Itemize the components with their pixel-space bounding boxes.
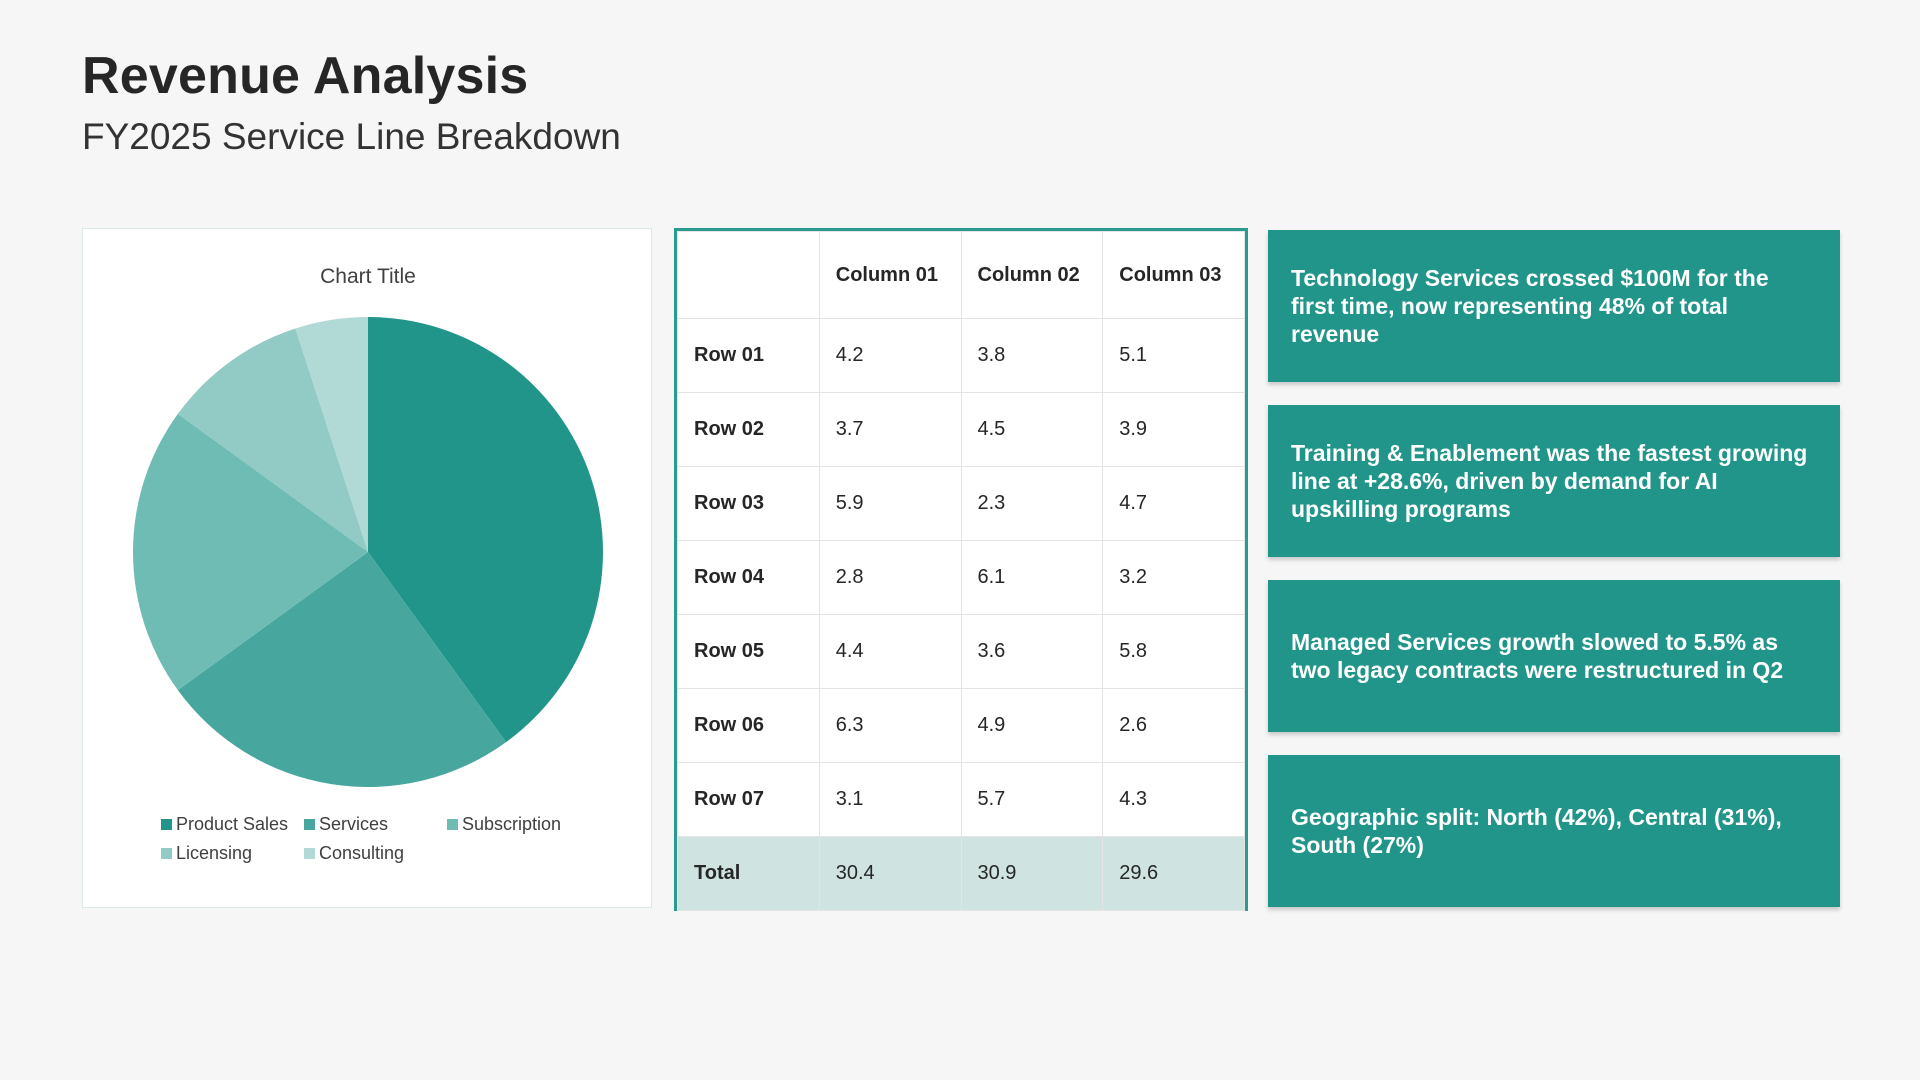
insight-card: Technology Services crossed $100M for th… bbox=[1268, 230, 1840, 382]
table-cell: 3.1 bbox=[818, 762, 962, 837]
row-label: Row 02 bbox=[677, 392, 820, 467]
table-header-cell bbox=[677, 231, 820, 319]
chart-title: Chart Title bbox=[320, 265, 416, 288]
table-cell: 4.5 bbox=[960, 392, 1104, 467]
table-header-row: Column 01 Column 02 Column 03 bbox=[677, 231, 1245, 319]
legend-label: Consulting bbox=[319, 843, 405, 863]
row-label: Row 07 bbox=[677, 762, 820, 837]
table-header-cell: Column 02 bbox=[960, 231, 1104, 319]
pie-slice-subscription bbox=[132, 413, 368, 691]
pie-chart-panel: Chart Title Product Sales Services Subscri… bbox=[82, 228, 652, 908]
chart-legend: Product Sales Services Subscription Licensi… bbox=[161, 814, 601, 864]
table-cell: 3.2 bbox=[1102, 540, 1245, 615]
table-row: Row 06 6.3 4.9 2.6 bbox=[677, 688, 1245, 763]
table-cell: 6.1 bbox=[960, 540, 1104, 615]
table-header-cell: Column 03 bbox=[1102, 231, 1245, 319]
legend-item: Licensing bbox=[161, 843, 304, 864]
insights-panel: Technology Services crossed $100M for th… bbox=[1268, 230, 1840, 930]
pie-slice-product-sales bbox=[368, 317, 603, 743]
insight-card: Geographic split: North (42%), Central (… bbox=[1268, 755, 1840, 907]
table-row: Row 03 5.9 2.3 4.7 bbox=[677, 466, 1245, 541]
insight-card: Training & Enablement was the fastest gr… bbox=[1268, 405, 1840, 557]
table-row: Row 05 4.4 3.6 5.8 bbox=[677, 614, 1245, 689]
table-cell: 3.6 bbox=[960, 614, 1104, 689]
legend-swatch bbox=[161, 848, 172, 859]
table-cell: 4.9 bbox=[960, 688, 1104, 763]
table-row: Row 07 3.1 5.7 4.3 bbox=[677, 762, 1245, 837]
table-header-cell: Column 01 bbox=[818, 231, 962, 319]
total-cell: 30.4 bbox=[818, 836, 962, 911]
row-label: Row 01 bbox=[677, 318, 820, 393]
table-cell: 4.7 bbox=[1102, 466, 1245, 541]
table-cell: 3.8 bbox=[960, 318, 1104, 393]
page-title: Revenue Analysis bbox=[82, 47, 529, 105]
insight-card: Managed Services growth slowed to 5.5% a… bbox=[1268, 580, 1840, 732]
table-row: Row 02 3.7 4.5 3.9 bbox=[677, 392, 1245, 467]
legend-label: Product Sales bbox=[176, 814, 289, 834]
table-cell: 5.7 bbox=[960, 762, 1104, 837]
legend-label: Subscription bbox=[462, 814, 562, 834]
table-cell: 6.3 bbox=[818, 688, 962, 763]
table-total-row: Total 30.4 30.9 29.6 bbox=[677, 836, 1245, 911]
total-cell: 30.9 bbox=[960, 836, 1104, 911]
legend-item: Services bbox=[304, 814, 447, 835]
table-cell: 2.6 bbox=[1102, 688, 1245, 763]
legend-swatch bbox=[304, 819, 315, 830]
table-cell: 4.3 bbox=[1102, 762, 1245, 837]
table-cell: 5.8 bbox=[1102, 614, 1245, 689]
data-table-panel: Column 01 Column 02 Column 03 Row 01 4.2… bbox=[674, 228, 1248, 911]
data-table: Column 01 Column 02 Column 03 Row 01 4.2… bbox=[677, 231, 1245, 911]
pie-slice-services bbox=[177, 552, 507, 788]
table-row: Row 01 4.2 3.8 5.1 bbox=[677, 318, 1245, 393]
pie-slice-licensing bbox=[177, 328, 368, 552]
table-row: Row 04 2.8 6.1 3.2 bbox=[677, 540, 1245, 615]
total-cell: 29.6 bbox=[1102, 836, 1245, 911]
row-label: Row 05 bbox=[677, 614, 820, 689]
legend-item: Product Sales bbox=[161, 814, 304, 835]
legend-item: Subscription bbox=[447, 814, 590, 835]
legend-swatch bbox=[304, 848, 315, 859]
legend-item: Consulting bbox=[304, 843, 447, 864]
legend-swatch bbox=[447, 819, 458, 830]
row-label: Row 04 bbox=[677, 540, 820, 615]
table-cell: 3.9 bbox=[1102, 392, 1245, 467]
legend-label: Services bbox=[319, 814, 389, 834]
pie-chart bbox=[132, 317, 603, 788]
row-label: Row 03 bbox=[677, 466, 820, 541]
table-cell: 2.8 bbox=[818, 540, 962, 615]
table-cell: 4.2 bbox=[818, 318, 962, 393]
table-cell: 2.3 bbox=[960, 466, 1104, 541]
page-subtitle: FY2025 Service Line Breakdown bbox=[82, 116, 621, 157]
table-cell: 5.9 bbox=[818, 466, 962, 541]
total-label: Total bbox=[677, 836, 820, 911]
table-cell: 4.4 bbox=[818, 614, 962, 689]
row-label: Row 06 bbox=[677, 688, 820, 763]
legend-swatch bbox=[161, 819, 172, 830]
legend-label: Licensing bbox=[176, 843, 253, 863]
table-cell: 3.7 bbox=[818, 392, 962, 467]
pie-slice-consulting bbox=[295, 317, 368, 552]
table-cell: 5.1 bbox=[1102, 318, 1245, 393]
